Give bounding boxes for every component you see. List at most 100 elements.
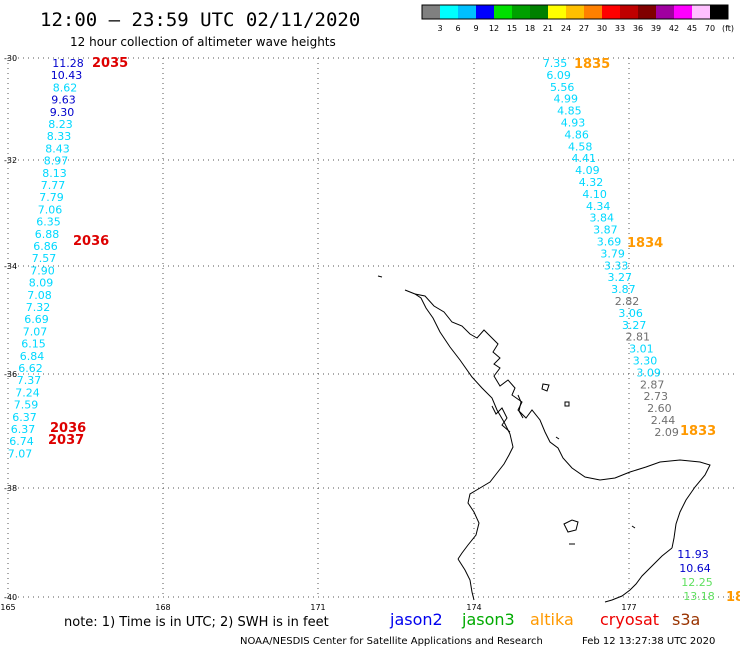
swh-value: 11.28 (52, 57, 84, 70)
swh-value: 6.62 (18, 362, 43, 375)
north-island-coastline (377, 275, 711, 603)
swh-value: 3.30 (633, 355, 658, 368)
swh-value: 7.59 (14, 399, 39, 412)
swh-value: 7.35 (543, 57, 568, 70)
swh-value: 10.43 (51, 69, 83, 82)
legend-tick-label: 21 (543, 24, 553, 33)
swh-value: 7.57 (32, 252, 57, 265)
swh-value: 7.06 (38, 203, 63, 216)
swh-value: 4.86 (564, 128, 589, 141)
legend-swatch (692, 5, 710, 19)
pass-time-label: 1834 (627, 236, 663, 251)
swh-value: 8.43 (45, 142, 70, 155)
swh-value: 4.34 (586, 200, 611, 213)
swh-value: 2.82 (615, 295, 640, 308)
satellite-label-s3a: s3a (672, 610, 700, 629)
swh-value: 4.99 (554, 93, 579, 106)
swh-value: 3.01 (629, 343, 654, 356)
swh-value: 7.24 (15, 386, 40, 399)
swh-value: 3.27 (622, 319, 647, 332)
legend-tick-label: (ft) (722, 24, 734, 33)
swh-value: 9.30 (50, 106, 75, 119)
swh-value: 3.79 (600, 247, 625, 260)
legend-swatch (656, 5, 674, 19)
legend-swatch (548, 5, 566, 19)
legend-swatch (422, 5, 440, 19)
swh-value: 13.18 (683, 590, 715, 603)
longitude-label: 171 (310, 603, 325, 612)
latitude-label: -34 (4, 262, 17, 271)
swh-value: 7.07 (23, 325, 48, 338)
legend-swatch (494, 5, 512, 19)
longitude-label: 165 (0, 603, 15, 612)
swh-value: 4.85 (557, 105, 582, 118)
credit-line: NOAA/NESDIS Center for Satellite Applica… (240, 636, 543, 647)
swh-value: 5.56 (550, 81, 575, 94)
swh-value: 8.23 (48, 118, 73, 131)
legend-swatch (512, 5, 530, 19)
swh-value: 8.09 (29, 277, 54, 290)
swh-value: 2.73 (644, 390, 669, 403)
swh-value: 4.58 (568, 140, 593, 153)
legend-tick-label: 18 (525, 24, 535, 33)
pass-time-label: 2037 (48, 433, 84, 448)
legend-swatch (584, 5, 602, 19)
legend-tick-label: 12 (489, 24, 499, 33)
map-title: 12:00 – 23:59 UTC 02/11/2020 (40, 9, 360, 31)
legend-swatch (674, 5, 692, 19)
swh-value: 6.09 (546, 69, 571, 82)
pass-time-label: 2036 (50, 421, 86, 436)
pass-time-label: 2036 (73, 234, 109, 249)
latitude-label: -32 (4, 156, 17, 165)
longitude-label: 174 (466, 603, 481, 612)
swh-value: 8.62 (53, 81, 78, 94)
legend-swatch (530, 5, 548, 19)
swh-value: 7.79 (39, 191, 64, 204)
legend-tick-label: 30 (597, 24, 607, 33)
swh-value: 4.93 (561, 117, 586, 130)
swh-value: 6.88 (35, 228, 60, 241)
generated-timestamp: Feb 12 13:27:38 UTC 2020 (582, 636, 715, 647)
track-right: 7.356.095.564.994.854.934.864.584.414.09… (543, 57, 716, 439)
satellite-label-cryosat: cryosat (600, 610, 659, 629)
legend-tick-label: 36 (633, 24, 643, 33)
legend-swatch (476, 5, 494, 19)
swh-value: 7.77 (41, 179, 66, 192)
swh-value: 6.69 (24, 313, 49, 326)
legend-tick-label: 42 (669, 24, 679, 33)
satellite-label-jason2: jason2 (389, 610, 443, 629)
swh-value: 2.09 (654, 426, 679, 439)
swh-value: 11.93 (677, 548, 709, 561)
legend-frame (421, 4, 729, 20)
swh-value: 4.41 (572, 152, 597, 165)
swh-value: 9.63 (51, 94, 76, 107)
swh-value: 7.90 (30, 264, 55, 277)
swh-value: 6.15 (21, 338, 46, 351)
legend-swatch (440, 5, 458, 19)
swh-value: 2.60 (647, 402, 672, 415)
swh-value: 2.44 (651, 414, 676, 427)
legend-swatch (458, 5, 476, 19)
swh-value: 6.37 (12, 411, 37, 424)
graticule (7, 57, 735, 598)
swh-value: 6.84 (20, 350, 45, 363)
swh-value: 4.09 (575, 164, 600, 177)
latitude-label: -40 (4, 593, 17, 602)
swh-value: 3.33 (604, 259, 629, 272)
swh-value: 7.07 (8, 447, 33, 460)
legend-swatch (638, 5, 656, 19)
swh-value: 8.13 (42, 167, 67, 180)
legend-tick-label: 9 (473, 24, 478, 33)
latitude-label: -36 (4, 370, 17, 379)
swh-value: 3.09 (636, 366, 661, 379)
pass-time-label: 1833 (680, 424, 716, 439)
swh-value: 4.10 (582, 188, 607, 201)
swh-value: 2.87 (640, 378, 665, 391)
legend-tick-label: 39 (651, 24, 661, 33)
swh-value: 2.81 (626, 331, 651, 344)
pass-time-label: 2035 (92, 56, 128, 71)
swh-value: 3.84 (590, 212, 615, 225)
latitude-label: -38 (4, 484, 17, 493)
swh-value: 7.37 (17, 374, 42, 387)
